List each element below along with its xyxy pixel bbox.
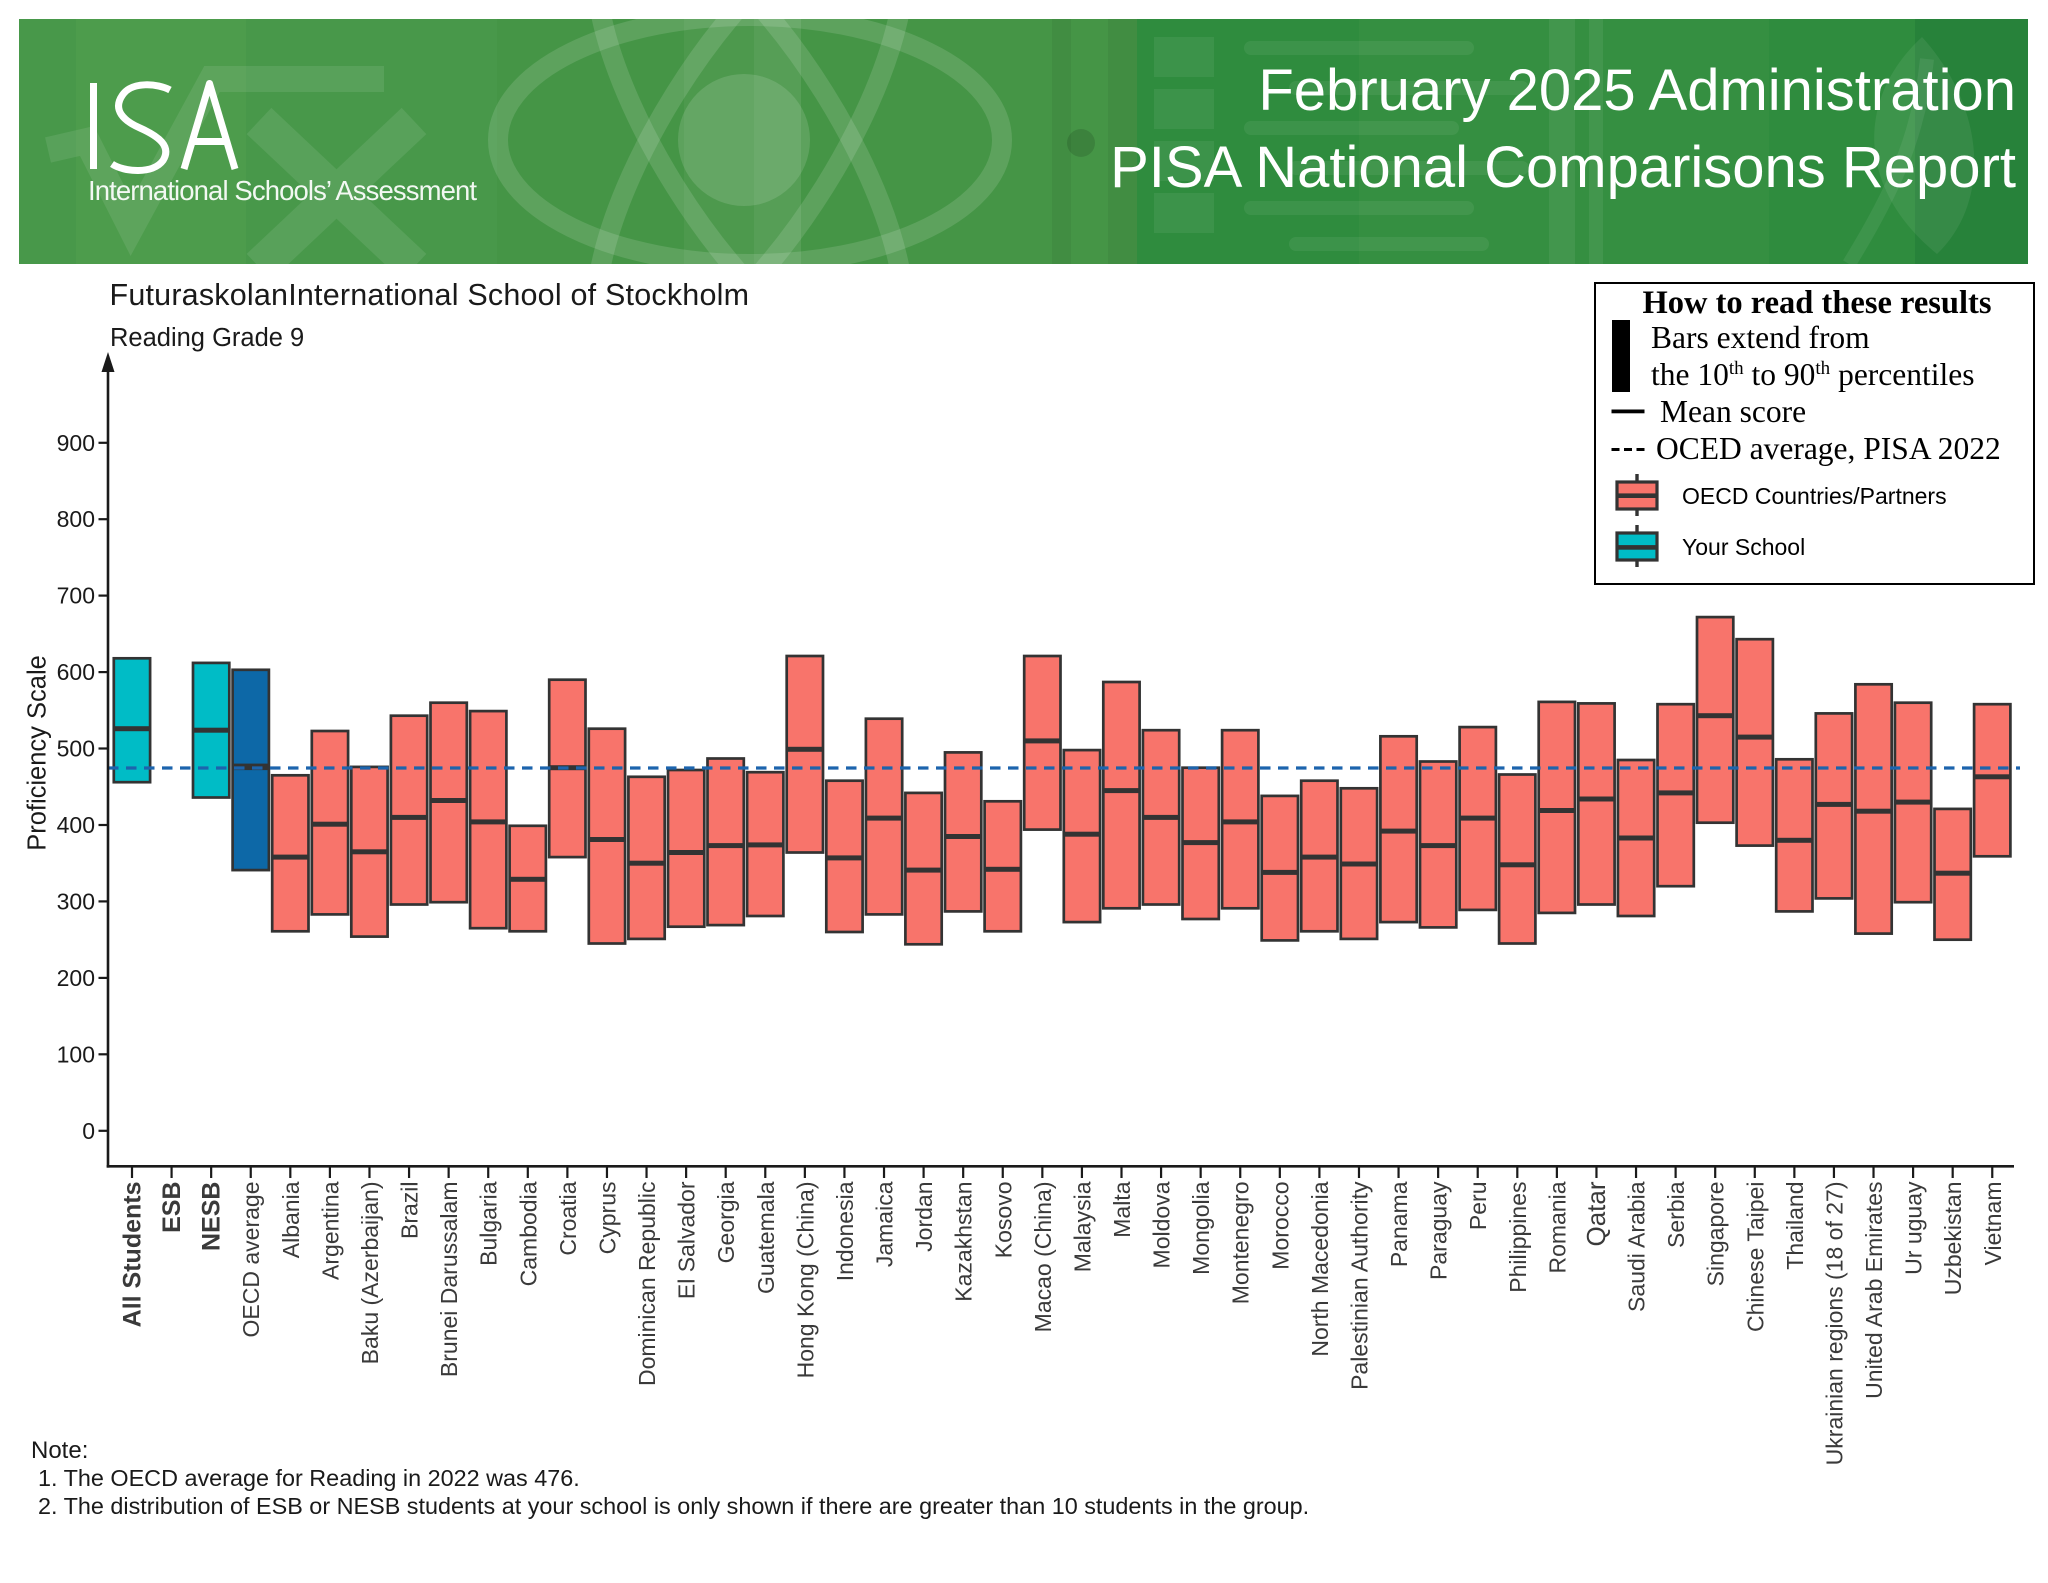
svg-text:Dominican Republic: Dominican Republic [634, 1182, 660, 1387]
svg-text:OCED average, PISA 2022: OCED average, PISA 2022 [1656, 431, 2001, 466]
svg-text:700: 700 [57, 583, 95, 609]
svg-text:How to read these results: How to read these results [1642, 285, 1991, 321]
svg-text:the 10th to 90th percentiles: the 10th to 90th percentiles [1651, 357, 1975, 392]
svg-text:Mean score: Mean score [1660, 394, 1806, 429]
svg-text:Brazil: Brazil [397, 1182, 423, 1240]
svg-text:Croatia: Croatia [555, 1181, 581, 1255]
svg-text:400: 400 [57, 812, 95, 838]
svg-text:Romania: Romania [1544, 1181, 1570, 1273]
svg-text:Albania: Albania [278, 1181, 304, 1258]
svg-text:Kazakhstan: Kazakhstan [951, 1182, 977, 1302]
svg-text:Georgia: Georgia [713, 1181, 739, 1263]
svg-text:Palestinian Authority: Palestinian Authority [1347, 1181, 1373, 1390]
svg-text:Macao (China): Macao (China) [1030, 1182, 1056, 1333]
svg-text:Brunei Darussalam: Brunei Darussalam [436, 1182, 462, 1378]
svg-text:Vietnam: Vietnam [1980, 1182, 2006, 1266]
svg-text:500: 500 [57, 736, 95, 762]
svg-text:600: 600 [57, 659, 95, 685]
svg-text:International Schools’ Assessm: International Schools’ Assessment [88, 175, 477, 206]
svg-text:Serbia: Serbia [1663, 1181, 1689, 1248]
svg-text:Panama: Panama [1386, 1181, 1412, 1267]
svg-text:Uzbekistan: Uzbekistan [1940, 1182, 1966, 1296]
svg-text:North Macedonia: North Macedonia [1307, 1181, 1333, 1356]
svg-text:900: 900 [57, 430, 95, 456]
svg-text:Peru: Peru [1465, 1182, 1491, 1231]
svg-text:Bulgaria: Bulgaria [476, 1181, 502, 1266]
svg-text:Argentina: Argentina [317, 1181, 343, 1280]
svg-text:Kosovo: Kosovo [990, 1182, 1016, 1259]
svg-text:800: 800 [57, 506, 95, 532]
svg-text:Your School: Your School [1682, 534, 1805, 560]
svg-text:All Students: All Students [119, 1182, 147, 1328]
svg-text:OECD Countries/Partners: OECD Countries/Partners [1682, 483, 1947, 509]
svg-text:February 2025 Administration: February 2025 Administration [1258, 58, 2016, 123]
svg-text:Morocco: Morocco [1267, 1182, 1293, 1270]
svg-text:Guatemala: Guatemala [753, 1181, 779, 1294]
svg-text:United Arab Emirates: United Arab Emirates [1861, 1182, 1887, 1399]
svg-text:0: 0 [82, 1118, 95, 1144]
svg-text:Qatar: Qatar [1581, 1181, 1611, 1246]
svg-text:Hong Kong (China): Hong Kong (China) [792, 1182, 818, 1379]
svg-text:Paraguay: Paraguay [1426, 1181, 1452, 1280]
svg-text:El Salvador: El Salvador [674, 1181, 700, 1299]
svg-text:Cyprus: Cyprus [595, 1182, 621, 1255]
svg-text:Philippines: Philippines [1505, 1182, 1531, 1293]
svg-text:NESB: NESB [198, 1182, 226, 1251]
svg-text:Proficiency Scale: Proficiency Scale [24, 655, 52, 851]
svg-text:Jordan: Jordan [911, 1182, 937, 1252]
svg-text:Saudi Arabia: Saudi Arabia [1624, 1181, 1650, 1312]
svg-text:Chinese Taipei: Chinese Taipei [1742, 1182, 1768, 1332]
svg-text:Baku (Azerbaijan): Baku (Azerbaijan) [357, 1182, 383, 1365]
svg-text:100: 100 [57, 1041, 95, 1067]
svg-text:Cambodia: Cambodia [515, 1181, 541, 1286]
svg-text:Bars extend from: Bars extend from [1651, 320, 1870, 355]
svg-text:PISA National Comparisons Repo: PISA National Comparisons Report [1110, 135, 2016, 200]
svg-text:Mongolia: Mongolia [1188, 1181, 1214, 1275]
svg-text:300: 300 [57, 888, 95, 914]
svg-text:Malaysia: Malaysia [1069, 1181, 1095, 1272]
svg-text:Malta: Malta [1109, 1181, 1135, 1237]
svg-text:Thailand: Thailand [1782, 1182, 1808, 1270]
svg-text:Moldova: Moldova [1149, 1181, 1175, 1268]
svg-text:Indonesia: Indonesia [832, 1181, 858, 1281]
svg-text:ESB: ESB [158, 1182, 186, 1233]
svg-text:200: 200 [57, 965, 95, 991]
svg-text:Jamaica: Jamaica [872, 1181, 898, 1267]
svg-text:Singapore: Singapore [1703, 1182, 1729, 1287]
svg-text:Montenegro: Montenegro [1228, 1182, 1254, 1305]
svg-text:Ur uguay: Ur uguay [1901, 1181, 1927, 1275]
svg-text:OECD average: OECD average [238, 1182, 264, 1338]
svg-text:Ukrainian regions (18 of 27): Ukrainian regions (18 of 27) [1821, 1182, 1847, 1466]
